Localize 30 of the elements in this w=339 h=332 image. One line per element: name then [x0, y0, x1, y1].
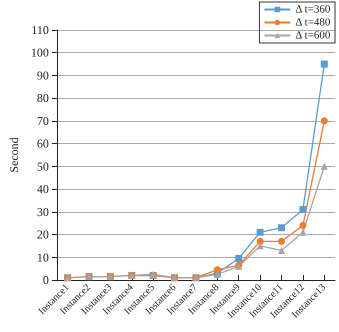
y-tick-label: 30	[36, 204, 49, 219]
legend-label: Δ t=600	[295, 30, 331, 42]
point	[256, 242, 264, 250]
point	[299, 206, 306, 214]
y-tick-label: 50	[36, 159, 49, 174]
y-tick-label: 80	[36, 91, 49, 106]
y-tick-label: 10	[36, 250, 49, 264]
point	[320, 162, 328, 170]
y-axis-title: Second	[7, 137, 21, 173]
point	[256, 238, 264, 245]
legend-label: Δ t=480	[295, 16, 331, 28]
y-tick-label: 70	[36, 114, 49, 128]
point	[278, 246, 286, 254]
y-tick-label: 100	[30, 46, 49, 60]
y-tick-label: 0	[42, 273, 49, 287]
point	[320, 117, 328, 124]
y-tick-label: 110	[31, 23, 49, 37]
y-tick-label: 60	[36, 136, 49, 151]
point	[299, 228, 306, 236]
y-tick-label: 90	[36, 68, 49, 82]
y-tick-label: 40	[36, 182, 49, 196]
y-tick-label: 20	[36, 228, 49, 242]
point	[256, 228, 264, 236]
point	[320, 60, 328, 68]
point	[235, 254, 242, 262]
point	[299, 222, 306, 229]
legend-label: Δ t=360	[295, 4, 331, 16]
point	[278, 238, 286, 245]
point	[214, 266, 221, 274]
point	[278, 224, 286, 232]
